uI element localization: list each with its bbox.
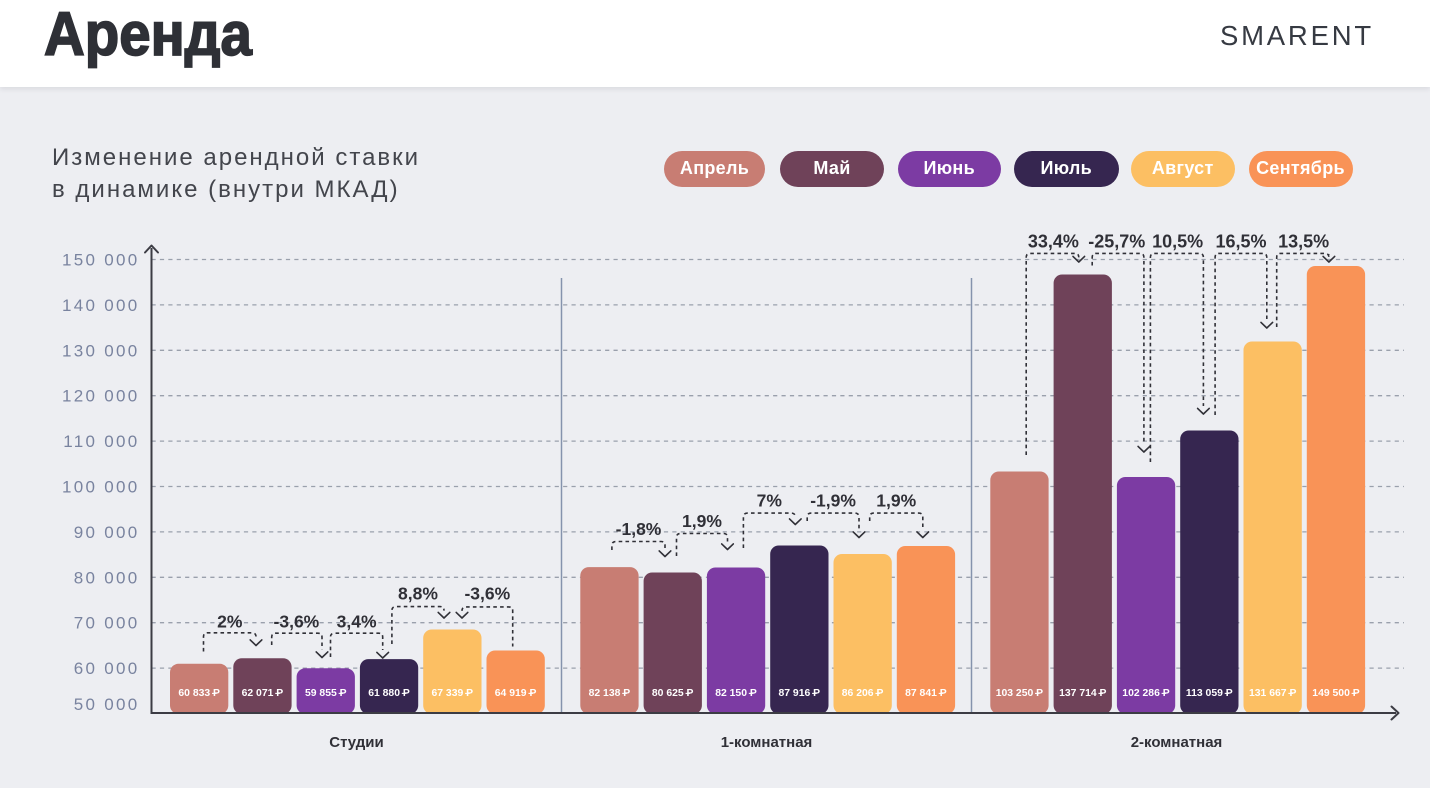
svg-text:67 339 Р: 67 339 Р [431,688,473,699]
svg-text:120 000: 120 000 [62,387,140,406]
svg-text:2%: 2% [217,612,243,632]
svg-text:80 625 Р: 80 625 Р [652,688,694,699]
svg-text:131 667 Р: 131 667 Р [1249,688,1296,699]
svg-text:62 071 Р: 62 071 Р [242,688,284,699]
svg-text:113 059 Р: 113 059 Р [1186,688,1233,699]
svg-text:64 919 Р: 64 919 Р [495,688,537,699]
svg-text:82 138 Р: 82 138 Р [589,688,631,699]
svg-text:-25,7%: -25,7% [1088,232,1145,252]
svg-text:149 500 Р: 149 500 Р [1312,688,1359,699]
svg-text:50 000: 50 000 [74,695,140,714]
svg-text:59 855 Р: 59 855 Р [305,688,347,699]
svg-text:100 000: 100 000 [62,478,140,497]
svg-text:3,4%: 3,4% [337,612,377,632]
svg-text:103 250 Р: 103 250 Р [996,688,1043,699]
svg-text:-1,8%: -1,8% [616,519,662,539]
svg-text:1,9%: 1,9% [682,511,722,531]
svg-text:8,8%: 8,8% [398,584,438,604]
svg-text:137 714 Р: 137 714 Р [1059,688,1106,699]
svg-text:140 000: 140 000 [62,296,140,315]
svg-text:60 833 Р: 60 833 Р [178,688,220,699]
svg-text:60 000: 60 000 [74,659,140,678]
svg-text:1-комнатная: 1-комнатная [721,734,813,751]
svg-text:7%: 7% [757,491,783,511]
svg-text:90 000: 90 000 [74,523,140,542]
svg-text:-1,9%: -1,9% [810,491,856,511]
svg-text:86 206 Р: 86 206 Р [842,688,884,699]
svg-text:33,4%: 33,4% [1028,232,1079,252]
svg-text:10,5%: 10,5% [1152,232,1203,252]
svg-text:13,5%: 13,5% [1278,232,1329,252]
svg-text:87 916 Р: 87 916 Р [778,688,820,699]
svg-text:150 000: 150 000 [62,251,140,270]
svg-text:-3,6%: -3,6% [274,612,320,632]
svg-text:70 000: 70 000 [74,614,140,633]
svg-text:110 000: 110 000 [63,432,139,451]
svg-text:82 150 Р: 82 150 Р [715,688,757,699]
svg-text:2-комнатная: 2-комнатная [1131,734,1223,751]
svg-text:1,9%: 1,9% [876,491,916,511]
svg-text:80 000: 80 000 [74,568,140,587]
svg-text:-3,6%: -3,6% [464,584,510,604]
svg-text:87 841 Р: 87 841 Р [905,688,947,699]
svg-text:61 880 Р: 61 880 Р [368,688,410,699]
svg-text:Студии: Студии [329,734,384,751]
svg-text:130 000: 130 000 [62,341,140,360]
svg-text:102 286 Р: 102 286 Р [1122,688,1169,699]
svg-text:16,5%: 16,5% [1215,232,1266,252]
